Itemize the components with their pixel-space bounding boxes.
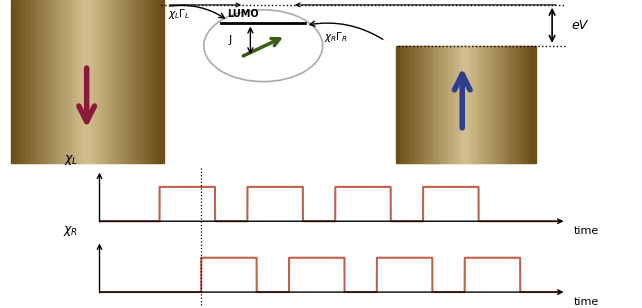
Bar — [465, 46, 470, 163]
Bar — [91, 0, 96, 163]
Text: LUMO: LUMO — [227, 9, 258, 19]
Bar — [462, 46, 467, 163]
Text: eV: eV — [571, 19, 587, 32]
Bar — [49, 0, 54, 163]
Bar — [19, 0, 24, 163]
Bar — [132, 0, 137, 163]
Bar — [431, 46, 435, 163]
Bar — [428, 46, 432, 163]
Bar — [109, 0, 114, 163]
Bar — [56, 0, 62, 163]
Text: $\chi_R\Gamma_R$: $\chi_R\Gamma_R$ — [324, 30, 349, 44]
Bar — [113, 0, 118, 163]
Bar — [424, 46, 429, 163]
Bar — [121, 0, 126, 163]
Bar — [528, 46, 532, 163]
Bar — [79, 0, 84, 163]
Bar — [417, 46, 422, 163]
Bar — [486, 46, 491, 163]
Bar — [83, 0, 88, 163]
Bar — [41, 0, 46, 163]
Bar — [421, 46, 425, 163]
Bar — [441, 46, 446, 163]
Text: $\chi_R$: $\chi_R$ — [64, 224, 79, 238]
Bar — [497, 46, 501, 163]
Bar — [87, 0, 92, 163]
Bar — [140, 0, 144, 163]
Bar — [64, 0, 69, 163]
Bar — [128, 0, 134, 163]
Bar — [98, 0, 103, 163]
Bar — [60, 0, 65, 163]
Bar — [531, 46, 536, 163]
Bar — [410, 46, 415, 163]
Bar — [151, 0, 156, 163]
Bar — [500, 46, 505, 163]
Text: $\chi_L$: $\chi_L$ — [64, 153, 79, 167]
Text: time: time — [573, 226, 598, 236]
Bar — [476, 46, 480, 163]
Bar — [448, 46, 453, 163]
Bar — [455, 46, 460, 163]
Bar — [34, 0, 39, 163]
Ellipse shape — [204, 10, 322, 82]
Bar — [106, 0, 110, 163]
Bar — [403, 46, 408, 163]
Text: J: J — [228, 35, 232, 45]
Bar — [147, 0, 152, 163]
Bar — [525, 46, 529, 163]
Bar — [11, 0, 16, 163]
Bar — [136, 0, 141, 163]
Bar — [435, 46, 439, 163]
Bar — [125, 0, 130, 163]
Bar — [94, 0, 100, 163]
Bar — [396, 46, 401, 163]
Bar — [407, 46, 412, 163]
Bar — [458, 46, 464, 163]
Bar — [480, 46, 484, 163]
Bar — [15, 0, 20, 163]
Bar — [413, 46, 419, 163]
Bar — [30, 0, 35, 163]
Bar — [493, 46, 498, 163]
Bar — [68, 0, 73, 163]
Bar — [473, 46, 477, 163]
Bar — [452, 46, 456, 163]
Text: time: time — [573, 297, 598, 307]
Bar — [514, 46, 519, 163]
Bar — [45, 0, 50, 163]
Bar — [503, 46, 508, 163]
Bar — [53, 0, 58, 163]
Bar — [521, 46, 525, 163]
Bar — [483, 46, 487, 163]
Bar — [445, 46, 449, 163]
Bar — [26, 0, 31, 163]
Bar — [75, 0, 80, 163]
Bar — [102, 0, 107, 163]
Bar — [22, 0, 28, 163]
Bar — [490, 46, 494, 163]
Bar — [517, 46, 522, 163]
Bar — [159, 0, 164, 163]
Bar — [155, 0, 160, 163]
Bar — [400, 46, 404, 163]
Bar — [507, 46, 512, 163]
Text: $\chi_L\Gamma_L$: $\chi_L\Gamma_L$ — [168, 7, 191, 21]
Bar — [71, 0, 76, 163]
Bar — [117, 0, 122, 163]
Bar — [37, 0, 42, 163]
Bar — [144, 0, 148, 163]
Bar — [510, 46, 515, 163]
Bar — [438, 46, 442, 163]
Bar — [469, 46, 474, 163]
